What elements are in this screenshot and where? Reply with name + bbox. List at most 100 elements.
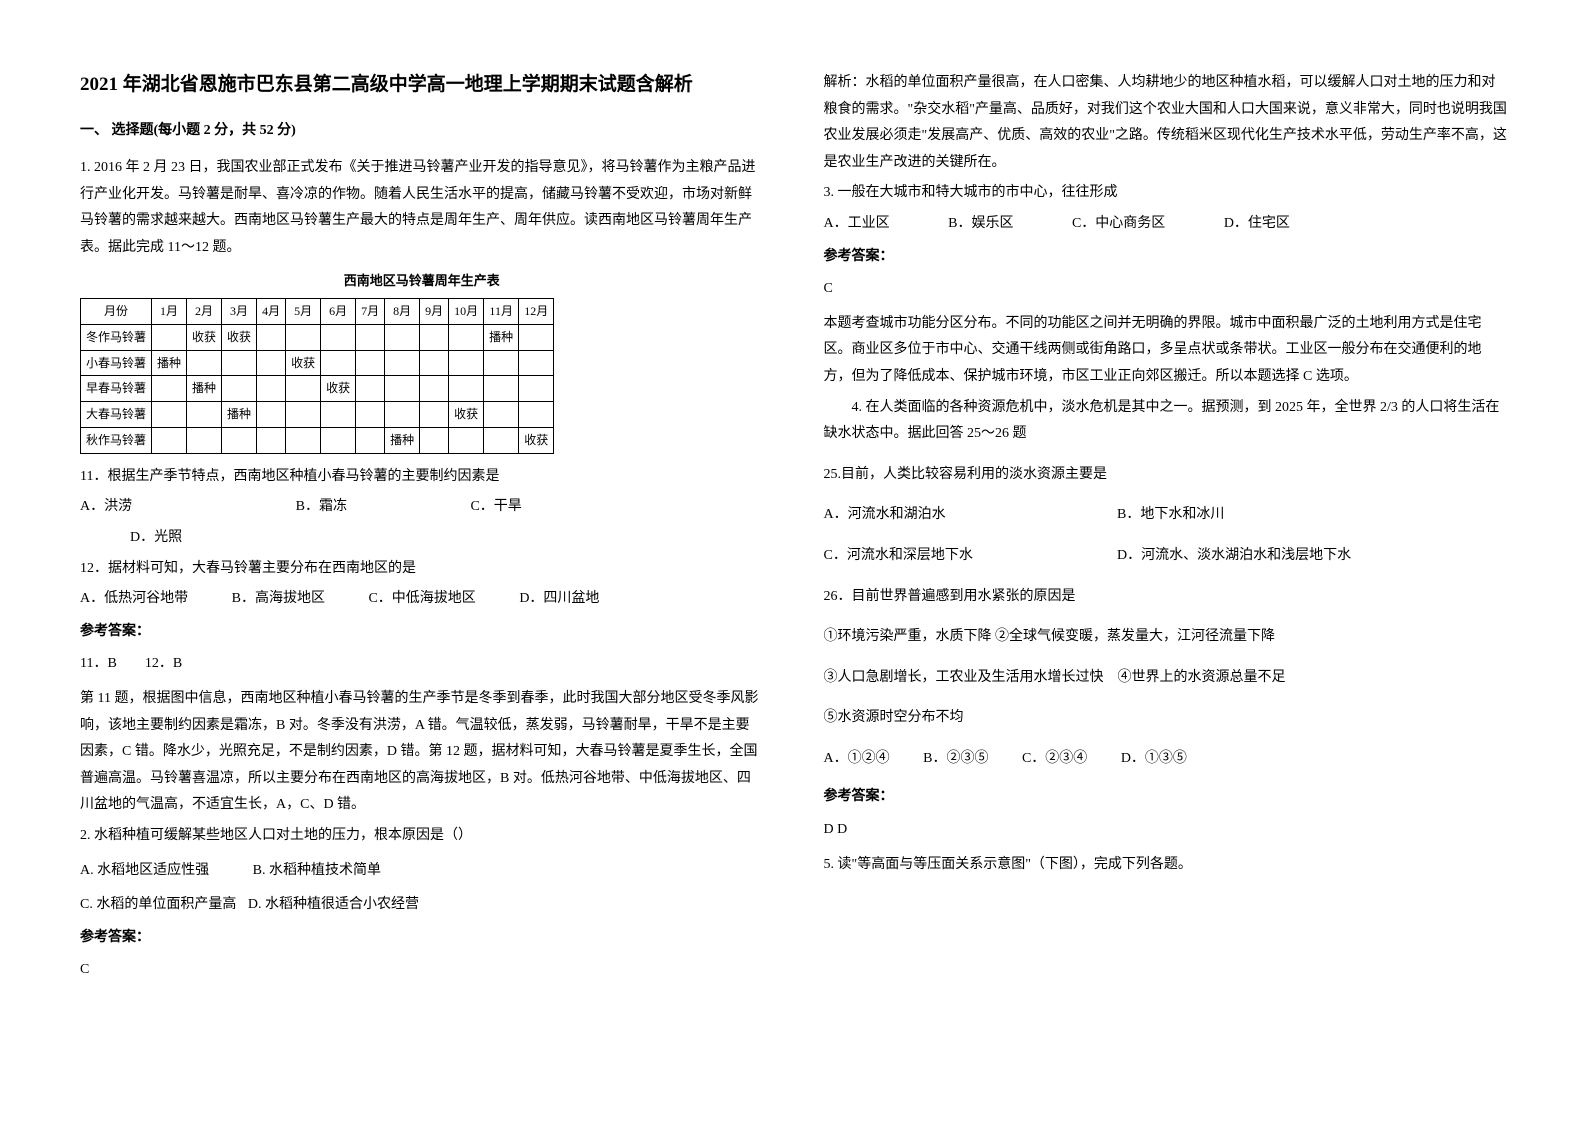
th: 8月 bbox=[385, 299, 420, 325]
cell: 收获 bbox=[286, 350, 321, 376]
q11-opt-d: D．光照 bbox=[80, 525, 764, 552]
cell bbox=[420, 324, 449, 350]
opt-d: D．河流水、淡水湖泊水和浅层地下水 bbox=[1117, 543, 1351, 570]
row-head: 早春马铃薯 bbox=[81, 376, 152, 402]
table-row: 早春马铃薯 播种 收获 bbox=[81, 376, 554, 402]
cell bbox=[449, 376, 484, 402]
row-head: 小春马铃薯 bbox=[81, 350, 152, 376]
q11: 11．根据生产季节特点，西南地区种植小春马铃薯的主要制约因素是 bbox=[80, 464, 764, 491]
right-column: 解析：水稻的单位面积产量很高，在人口密集、人均耕地少的地区种植水稻，可以缓解人口… bbox=[824, 70, 1508, 992]
opt-d: D．①③⑤ bbox=[1121, 746, 1187, 773]
cell bbox=[321, 324, 356, 350]
left-column: 2021 年湖北省恩施市巴东县第二高级中学高一地理上学期期末试题含解析 一、 选… bbox=[80, 70, 764, 992]
cell bbox=[420, 402, 449, 428]
answer-2: C bbox=[80, 957, 764, 984]
cell bbox=[484, 428, 519, 454]
table-header-row: 月份 1月 2月 3月 4月 5月 6月 7月 8月 9月 10月 11月 12… bbox=[81, 299, 554, 325]
cell bbox=[519, 324, 554, 350]
table-row: 秋作马铃薯播种收获 bbox=[81, 428, 554, 454]
cell bbox=[286, 376, 321, 402]
q3: 3. 一般在大城市和特大城市的市中心，往往形成 bbox=[824, 180, 1508, 207]
q4-intro: 4. 在人类面临的各种资源危机中，淡水危机是其中之一。据预测，到 2025 年，… bbox=[824, 395, 1508, 448]
opt-a: A．洪涝 bbox=[80, 494, 132, 521]
cell: 收获 bbox=[519, 428, 554, 454]
cell bbox=[152, 402, 187, 428]
cell bbox=[420, 350, 449, 376]
cell: 收获 bbox=[222, 324, 257, 350]
cell bbox=[187, 402, 222, 428]
opt-d: D. 水稻种植很适合小农经营 bbox=[248, 892, 419, 919]
opt-a: A．工业区 bbox=[824, 211, 890, 238]
q26-item3: ⑤水资源时空分布不均 bbox=[824, 705, 1508, 732]
cell: 播种 bbox=[187, 376, 222, 402]
opt-b: B．高海拔地区 bbox=[232, 586, 325, 613]
th: 7月 bbox=[356, 299, 385, 325]
q26-item2: ③人口急剧增长，工农业及生活用水增长过快 ④世界上的水资源总量不足 bbox=[824, 665, 1508, 692]
cell bbox=[356, 350, 385, 376]
answer-label-2: 参考答案： bbox=[80, 925, 764, 952]
cell bbox=[286, 324, 321, 350]
q11-options: A．洪涝 B．霜冻 C．干旱 bbox=[80, 494, 764, 521]
q5: 5. 读"等高面与等压面关系示意图"（下图），完成下列各题。 bbox=[824, 852, 1508, 879]
opt-a: A. 水稻地区适应性强 bbox=[80, 858, 209, 885]
cell bbox=[257, 428, 286, 454]
opt-c: C．干旱 bbox=[470, 494, 521, 521]
cell bbox=[286, 402, 321, 428]
cell bbox=[321, 428, 356, 454]
cell bbox=[519, 402, 554, 428]
q1-intro: 1. 2016 年 2 月 23 日，我国农业部正式发布《关于推进马铃薯产业开发… bbox=[80, 155, 764, 261]
section1-heading: 一、 选择题(每小题 2 分，共 52 分) bbox=[80, 118, 764, 145]
cell bbox=[385, 402, 420, 428]
opt-c: C．中低海拔地区 bbox=[368, 586, 475, 613]
th: 11月 bbox=[484, 299, 519, 325]
cell bbox=[257, 402, 286, 428]
answer-label: 参考答案： bbox=[80, 619, 764, 646]
opt-c: C．②③④ bbox=[1022, 746, 1087, 773]
table-row: 大春马铃薯播种收获 bbox=[81, 402, 554, 428]
th: 6月 bbox=[321, 299, 356, 325]
th: 10月 bbox=[449, 299, 484, 325]
cell: 播种 bbox=[484, 324, 519, 350]
exam-title: 2021 年湖北省恩施市巴东县第二高级中学高一地理上学期期末试题含解析 bbox=[80, 70, 764, 100]
table-row: 冬作马铃薯收获收获播种 bbox=[81, 324, 554, 350]
cell bbox=[420, 376, 449, 402]
table-caption: 西南地区马铃薯周年生产表 bbox=[80, 269, 764, 294]
opt-b: B．娱乐区 bbox=[948, 211, 1013, 238]
explain-3: 本题考查城市功能分区分布。不同的功能区之间并无明确的界限。城市中面积最广泛的土地… bbox=[824, 311, 1508, 391]
cell bbox=[222, 428, 257, 454]
cell bbox=[152, 428, 187, 454]
potato-table: 月份 1月 2月 3月 4月 5月 6月 7月 8月 9月 10月 11月 12… bbox=[80, 298, 554, 454]
opt-b: B. 水稻种植技术简单 bbox=[253, 858, 381, 885]
answer-label-4: 参考答案： bbox=[824, 784, 1508, 811]
opt-a: A．河流水和湖泊水 bbox=[824, 502, 1074, 529]
row-head: 大春马铃薯 bbox=[81, 402, 152, 428]
q25-options-row2: C．河流水和深层地下水 D．河流水、淡水湖泊水和浅层地下水 bbox=[824, 543, 1508, 570]
cell bbox=[286, 428, 321, 454]
opt-d: D．住宅区 bbox=[1224, 211, 1290, 238]
cell bbox=[519, 350, 554, 376]
opt-d: D．四川盆地 bbox=[519, 586, 599, 613]
th: 9月 bbox=[420, 299, 449, 325]
cell bbox=[449, 428, 484, 454]
cell: 播种 bbox=[152, 350, 187, 376]
answer-3: C bbox=[824, 276, 1508, 303]
opt-b: B．地下水和冰川 bbox=[1117, 502, 1224, 529]
cell bbox=[321, 402, 356, 428]
th: 2月 bbox=[187, 299, 222, 325]
answer-label-3: 参考答案： bbox=[824, 244, 1508, 271]
cell bbox=[257, 324, 286, 350]
th: 5月 bbox=[286, 299, 321, 325]
q12-options: A．低热河谷地带 B．高海拔地区 C．中低海拔地区 D．四川盆地 bbox=[80, 586, 764, 613]
cell bbox=[321, 350, 356, 376]
q25-options-row1: A．河流水和湖泊水 B．地下水和冰川 bbox=[824, 502, 1508, 529]
cell: 收获 bbox=[321, 376, 356, 402]
opt-d: D．光照 bbox=[130, 525, 182, 552]
answer-25-26: D D bbox=[824, 817, 1508, 844]
cell bbox=[484, 376, 519, 402]
th: 1月 bbox=[152, 299, 187, 325]
opt-c: C. 水稻的单位面积产量高 bbox=[80, 892, 236, 919]
th: 3月 bbox=[222, 299, 257, 325]
opt-a: A．①②④ bbox=[824, 746, 890, 773]
cell bbox=[356, 428, 385, 454]
cell bbox=[356, 376, 385, 402]
